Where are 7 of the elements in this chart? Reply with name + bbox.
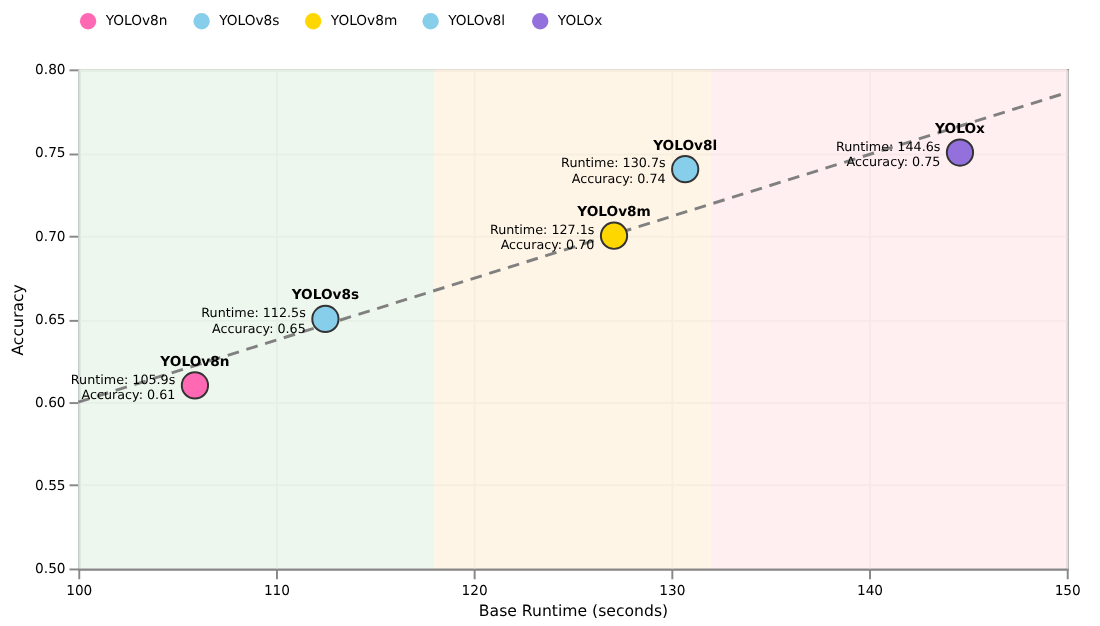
point [599, 221, 629, 250]
point [180, 371, 210, 400]
point [311, 304, 340, 333]
point [671, 155, 700, 184]
point [945, 138, 975, 167]
y-axis-title: Accuracy [9, 283, 28, 356]
x-axis-title: Base Runtime (seconds) [478, 602, 669, 621]
